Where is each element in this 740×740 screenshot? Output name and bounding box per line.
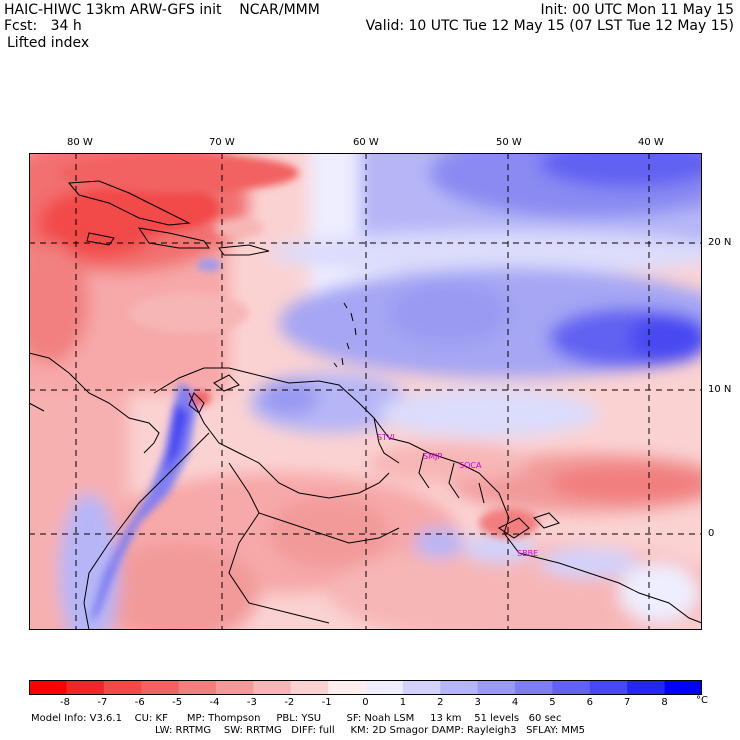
colorbar-level-label: 5 (549, 697, 556, 708)
colorbar-level-label: -3 (246, 697, 257, 708)
colorbar-level-label: 6 (586, 697, 593, 708)
model-info-line2: LW: RRTMG SW: RRTMG DIFF: full KM: 2D Sm… (155, 725, 585, 736)
station-label: STVI (377, 433, 395, 442)
header-title: HAIC-HIWC 13km ARW-GFS init NCAR/MMM (4, 2, 320, 18)
colorbar-swatch (515, 680, 553, 695)
field-name: Lifted index (7, 35, 90, 51)
colorbar-swatch (215, 680, 254, 695)
lat-label: 20 N (708, 237, 732, 248)
lat-lon-grid (29, 153, 702, 630)
colorbar-level-label: 2 (437, 697, 444, 708)
coastlines (29, 180, 702, 630)
lon-label: 40 W (638, 137, 664, 148)
colorbar-level-label: -5 (172, 697, 183, 708)
lat-label: 10 N (708, 384, 732, 395)
station-label: SBBE (517, 549, 538, 558)
colorbar-swatch (290, 680, 329, 695)
lon-label: 60 W (353, 137, 379, 148)
colorbar-level-label: -6 (134, 697, 145, 708)
station-label: SMJP (423, 452, 442, 461)
colorbar-swatch (627, 680, 666, 695)
colorbar-swatch (328, 680, 366, 695)
lon-label: 80 W (67, 137, 93, 148)
colorbar-swatch (141, 680, 180, 695)
colorbar-swatch (29, 680, 67, 695)
colorbar-level-label: 4 (511, 697, 519, 708)
model-info-line1: Model Info: V3.6.1 CU: KF MP: Thompson P… (31, 713, 562, 724)
colorbar-frame (29, 680, 702, 695)
colorbar-level-label: 3 (474, 697, 481, 708)
lat-label: 0 (708, 528, 715, 539)
lon-label: 50 W (496, 137, 522, 148)
forecast-hour: Fcst: 34 h (4, 18, 82, 34)
colorbar-level-label: 8 (661, 697, 668, 708)
colorbar-swatch (664, 680, 702, 695)
lifted-index-map: STVI SMJP SOCA SBBE (29, 153, 702, 630)
colorbar-level-label: -4 (209, 697, 220, 708)
colorbar-swatch (365, 680, 404, 695)
colorbar-level-label: -2 (284, 697, 295, 708)
colorbar-swatch (178, 680, 217, 695)
station-labels: STVI SMJP SOCA SBBE (377, 433, 538, 558)
colorbar-swatch (440, 680, 479, 695)
colorbar-level-label: -1 (321, 697, 332, 708)
colorbar-level-label: 7 (624, 697, 631, 708)
colorbar-swatch (66, 680, 105, 695)
colorbar-swatch (589, 680, 628, 695)
colorbar-swatch (253, 680, 292, 695)
colorbar-swatch (477, 680, 516, 695)
colorbar-level-label: 0 (362, 697, 369, 708)
colorbar (29, 680, 702, 695)
colorbar-swatch (552, 680, 591, 695)
colorbar-unit: °C (696, 695, 708, 706)
colorbar-swatch (103, 680, 142, 695)
lon-label: 70 W (209, 137, 235, 148)
map-frame (29, 153, 702, 630)
init-time: Init: 00 UTC Mon 11 May 15 (540, 2, 734, 18)
valid-time: Valid: 10 UTC Tue 12 May 15 (07 LST Tue … (365, 18, 734, 34)
colorbar-level-label: -7 (97, 697, 108, 708)
colorbar-level-label: 1 (399, 697, 407, 708)
colorbar-level-label: -8 (59, 697, 70, 708)
colorbar-swatch (402, 680, 441, 695)
station-label: SOCA (459, 461, 482, 470)
